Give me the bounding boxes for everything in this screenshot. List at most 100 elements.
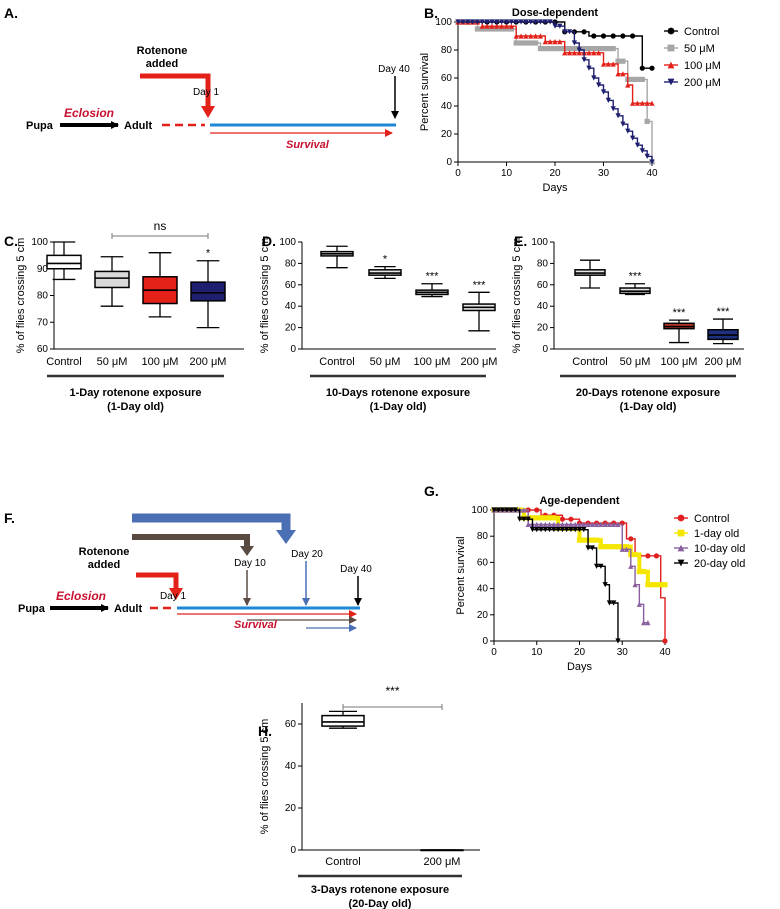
category-label: Control <box>325 856 360 868</box>
point-marker <box>619 546 625 552</box>
point-marker <box>571 46 577 52</box>
legend-label: 1-day old <box>694 528 739 540</box>
legend-label: 100 μM <box>684 60 721 72</box>
y-tick-label: 60 <box>285 280 297 291</box>
box-0 <box>320 245 354 269</box>
category-label: Control <box>572 356 607 368</box>
x-tick-label: 40 <box>659 647 671 658</box>
y-tick-label: 40 <box>537 301 549 312</box>
point-marker <box>551 515 557 521</box>
significance-label: *** <box>426 271 440 283</box>
point-marker <box>503 26 510 32</box>
point-marker <box>581 527 587 533</box>
chart-e: 0 20 40 60 80 100 % of flies crossing 5 cm Cont… <box>511 237 744 413</box>
box-iqr <box>190 281 226 302</box>
point-marker <box>581 521 587 528</box>
point-marker <box>596 46 602 52</box>
category-label: Control <box>46 356 81 368</box>
point-marker <box>508 23 514 29</box>
point-marker <box>620 71 626 77</box>
y-tick-label: 20 <box>477 610 489 621</box>
y-tick-label: 40 <box>441 101 453 112</box>
point-marker <box>529 527 536 533</box>
point-marker <box>606 521 613 528</box>
x-tick-label: 10 <box>501 168 513 179</box>
point-marker <box>589 537 595 543</box>
point-marker <box>615 58 621 64</box>
point-marker <box>591 50 597 56</box>
point-marker <box>620 58 626 64</box>
y-tick-label: 0 <box>542 344 548 355</box>
point-marker <box>504 507 510 513</box>
point-marker <box>559 527 565 533</box>
point-marker <box>677 529 685 537</box>
point-marker <box>528 40 534 46</box>
series-line <box>494 509 619 641</box>
chart-title: Dose-dependent <box>512 7 599 19</box>
category-label: Control <box>319 356 354 368</box>
point-marker <box>542 521 548 528</box>
panel-label-b: B. <box>424 5 438 21</box>
schematic-f-day40: Day 40 <box>340 564 372 575</box>
point-marker <box>623 544 630 550</box>
schematic-f-pupa: Pupa <box>18 603 46 615</box>
point-marker <box>538 521 544 528</box>
legend-label: 200 μM <box>684 77 721 89</box>
schematic-a-added: added <box>146 58 178 70</box>
x-tick-label: 40 <box>646 168 658 179</box>
point-marker <box>639 76 645 82</box>
point-marker <box>546 527 553 533</box>
legend-label: 20-day old <box>694 558 745 570</box>
point-marker <box>528 19 534 25</box>
schematic-f-adult: Adult <box>114 603 142 615</box>
y-tick-label: 20 <box>441 129 453 140</box>
point-marker <box>625 82 631 88</box>
significance-label: *** <box>473 279 487 291</box>
significance-label: * <box>206 248 211 260</box>
point-marker <box>653 553 660 559</box>
group-label: 20-Days rotenone exposure <box>576 387 720 399</box>
point-marker <box>598 544 604 550</box>
point-marker <box>503 23 510 29</box>
schematic-f-red-arrow <box>136 572 179 590</box>
point-marker <box>518 19 524 25</box>
point-marker <box>568 516 574 522</box>
point-marker <box>499 19 505 25</box>
point-marker <box>581 29 587 35</box>
schematic-f-rotenone: Rotenone <box>79 546 130 558</box>
chart-d: 0 20 40 60 80 100 % of flies crossing 5 cm Cont… <box>259 237 497 413</box>
point-marker <box>562 29 568 35</box>
point-marker <box>636 601 642 607</box>
point-marker <box>658 582 664 588</box>
point-marker <box>667 61 675 69</box>
point-marker <box>594 537 600 543</box>
point-marker <box>533 33 539 39</box>
panel-label-e: E. <box>514 233 527 249</box>
point-marker <box>542 46 548 52</box>
y-tick-label: 80 <box>477 531 489 542</box>
point-marker <box>494 23 500 29</box>
y-axis-label: % of flies crossing 5 cm <box>15 238 27 354</box>
point-marker <box>649 100 655 106</box>
point-marker <box>586 46 592 52</box>
series-line <box>458 21 653 162</box>
category-label: 200 μM <box>705 356 742 368</box>
y-tick-label: 80 <box>285 258 297 269</box>
category-label: 200 μM <box>424 856 461 868</box>
point-marker <box>610 106 616 112</box>
point-marker <box>559 521 565 528</box>
point-marker <box>644 100 650 106</box>
group-sublabel: (20-Day old) <box>349 898 412 909</box>
y-tick-label: 40 <box>285 761 297 772</box>
panel-label-g: G. <box>424 483 439 499</box>
box-2 <box>142 252 178 318</box>
point-marker <box>576 527 583 533</box>
point-marker <box>602 544 608 550</box>
point-marker <box>528 33 534 39</box>
point-marker <box>564 521 570 528</box>
point-marker <box>636 568 642 575</box>
point-marker <box>634 76 641 82</box>
point-marker <box>641 620 647 626</box>
point-marker <box>634 142 641 148</box>
